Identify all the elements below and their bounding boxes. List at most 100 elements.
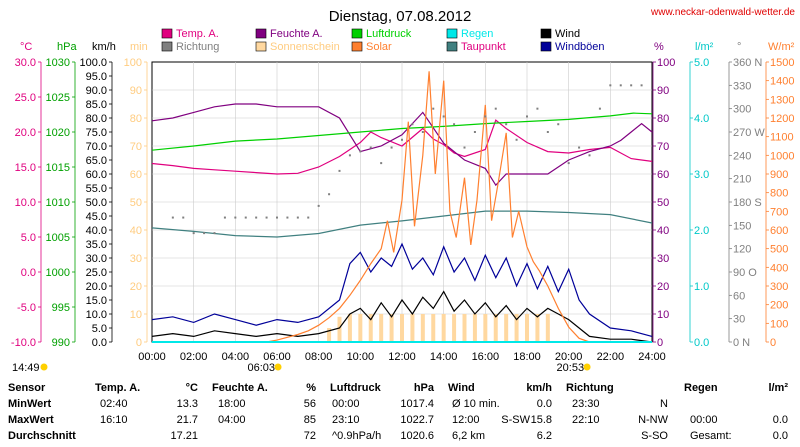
row-label: Durchschnitt — [8, 430, 76, 442]
wind-tick-label: 65.0 — [86, 155, 107, 167]
humidity-tick-label: 0 — [657, 337, 663, 349]
x-tick-label: 10:00 — [347, 351, 375, 363]
direction-point — [203, 232, 206, 235]
legend-label: Temp. A. — [176, 28, 219, 40]
direction-point — [453, 123, 456, 126]
solar-tick-label: 500 — [770, 244, 788, 256]
dir-time: 22:10 — [572, 414, 600, 426]
series-line-solar — [266, 71, 590, 343]
sunrise-icon — [274, 363, 282, 371]
direction-tick-label: 90 O — [733, 267, 757, 279]
wind-tick-label: 30.0 — [86, 253, 107, 265]
solar-tick-label: 1100 — [770, 132, 794, 144]
legend-label: Regen — [461, 28, 493, 40]
rain-axis-unit: l/m² — [695, 41, 714, 53]
sun-tick-label: 100 — [124, 57, 142, 69]
wind-tick-label: 70.0 — [86, 141, 107, 153]
direction-tick-label: 0 N — [733, 337, 750, 349]
wind-time: 6,2 km — [452, 430, 486, 442]
direction-point — [515, 138, 518, 141]
direction-point — [578, 146, 581, 149]
series-line-feuchte-a- — [151, 103, 653, 187]
sun-tick-label: 40 — [130, 225, 142, 237]
pressure-tick-label: 1010 — [46, 197, 70, 209]
x-tick-label: 06:00 — [263, 351, 291, 363]
pressure-tick-label: 990 — [52, 337, 70, 349]
solar-tick-label: 600 — [770, 225, 788, 237]
wind-direction: S-SW — [501, 414, 530, 426]
sun-axis-unit: min — [130, 41, 148, 53]
sunrise-label: 06:03 — [248, 362, 276, 374]
sunshine-bar — [379, 314, 384, 342]
direction-tick-label: 330 — [733, 80, 751, 92]
wind-tick-label: 55.0 — [86, 183, 107, 195]
solar-tick-label: 1200 — [770, 113, 794, 125]
direction-point — [390, 146, 393, 149]
legend-swatch — [540, 41, 552, 52]
direction-tick-label: 210 — [733, 174, 751, 186]
direction-tick-label: 60 — [733, 290, 745, 302]
sunshine-bar — [389, 314, 394, 342]
direction-point — [505, 123, 508, 126]
legend-swatch — [161, 41, 173, 52]
direction-point — [526, 115, 528, 118]
sun-tick-label: 50 — [130, 197, 142, 209]
series-line-luftdruck — [151, 112, 653, 151]
direction-tick-label: 270 W — [733, 127, 765, 139]
dir-value: N — [660, 398, 668, 410]
wind-time: Ø 10 min. — [452, 398, 500, 410]
hum-value: 85 — [303, 414, 316, 426]
direction-point — [619, 84, 622, 87]
sunshine-bar — [327, 328, 332, 342]
legend-swatch — [446, 28, 458, 39]
direction-point — [286, 216, 289, 219]
direction-point — [255, 216, 258, 219]
solar-tick-label: 1300 — [770, 94, 794, 106]
header-press-unit: hPa — [413, 382, 434, 394]
direction-point — [494, 107, 497, 110]
solar-tick-label: 1000 — [770, 150, 794, 162]
dir-time: 23:30 — [572, 398, 600, 410]
x-tick-label: 20:00 — [555, 351, 583, 363]
dir-value: S-SO — [641, 430, 668, 442]
legend-label: Luftdruck — [366, 28, 412, 40]
direction-point — [234, 216, 237, 219]
pressure-tick-label: 1015 — [46, 162, 70, 174]
hum-time: 04:00 — [218, 414, 246, 426]
direction-point — [630, 84, 633, 87]
direction-point — [192, 232, 195, 235]
press-value: 1017.4 — [400, 398, 434, 410]
series-line-temp-a- — [151, 119, 653, 175]
dir-value: N-NW — [638, 414, 668, 426]
pressure-axis-unit: hPa — [57, 41, 77, 53]
wind-tick-label: 0.0 — [92, 337, 107, 349]
row-label: MinWert — [8, 398, 52, 410]
legend-label: Feuchte A. — [270, 28, 323, 40]
temp-tick-label: 0.0 — [21, 267, 36, 279]
direction-tick-label: 360 N — [733, 57, 762, 69]
rain-value: 0.0 — [772, 414, 788, 426]
temp-time: 16:10 — [100, 414, 128, 426]
wind-tick-label: 100.0 — [79, 57, 107, 69]
sun-tick-label: 20 — [130, 281, 142, 293]
x-tick-label: 22:00 — [597, 351, 625, 363]
direction-tick-label: 240 — [733, 150, 751, 162]
temp-tick-label: 15.0 — [15, 162, 36, 174]
solar-tick-label: 900 — [770, 169, 788, 181]
pressure-tick-label: 1025 — [46, 92, 70, 104]
legend-swatch — [446, 41, 458, 52]
humidity-tick-label: 70 — [657, 141, 669, 153]
x-tick-label: 12:00 — [388, 351, 416, 363]
header-dir: Richtung — [566, 382, 614, 394]
sunshine-bar — [462, 314, 467, 342]
direction-point — [359, 150, 362, 153]
wind-tick-label: 80.0 — [86, 113, 107, 125]
wind-value: 15.8 — [530, 414, 552, 426]
sunshine-bar — [514, 314, 519, 342]
header-press: Luftdruck — [330, 382, 381, 394]
direction-point — [223, 216, 226, 219]
direction-point — [276, 216, 278, 219]
humidity-tick-label: 50 — [657, 197, 669, 209]
sunshine-bar — [337, 316, 342, 342]
direction-tick-label: 300 — [733, 104, 751, 116]
